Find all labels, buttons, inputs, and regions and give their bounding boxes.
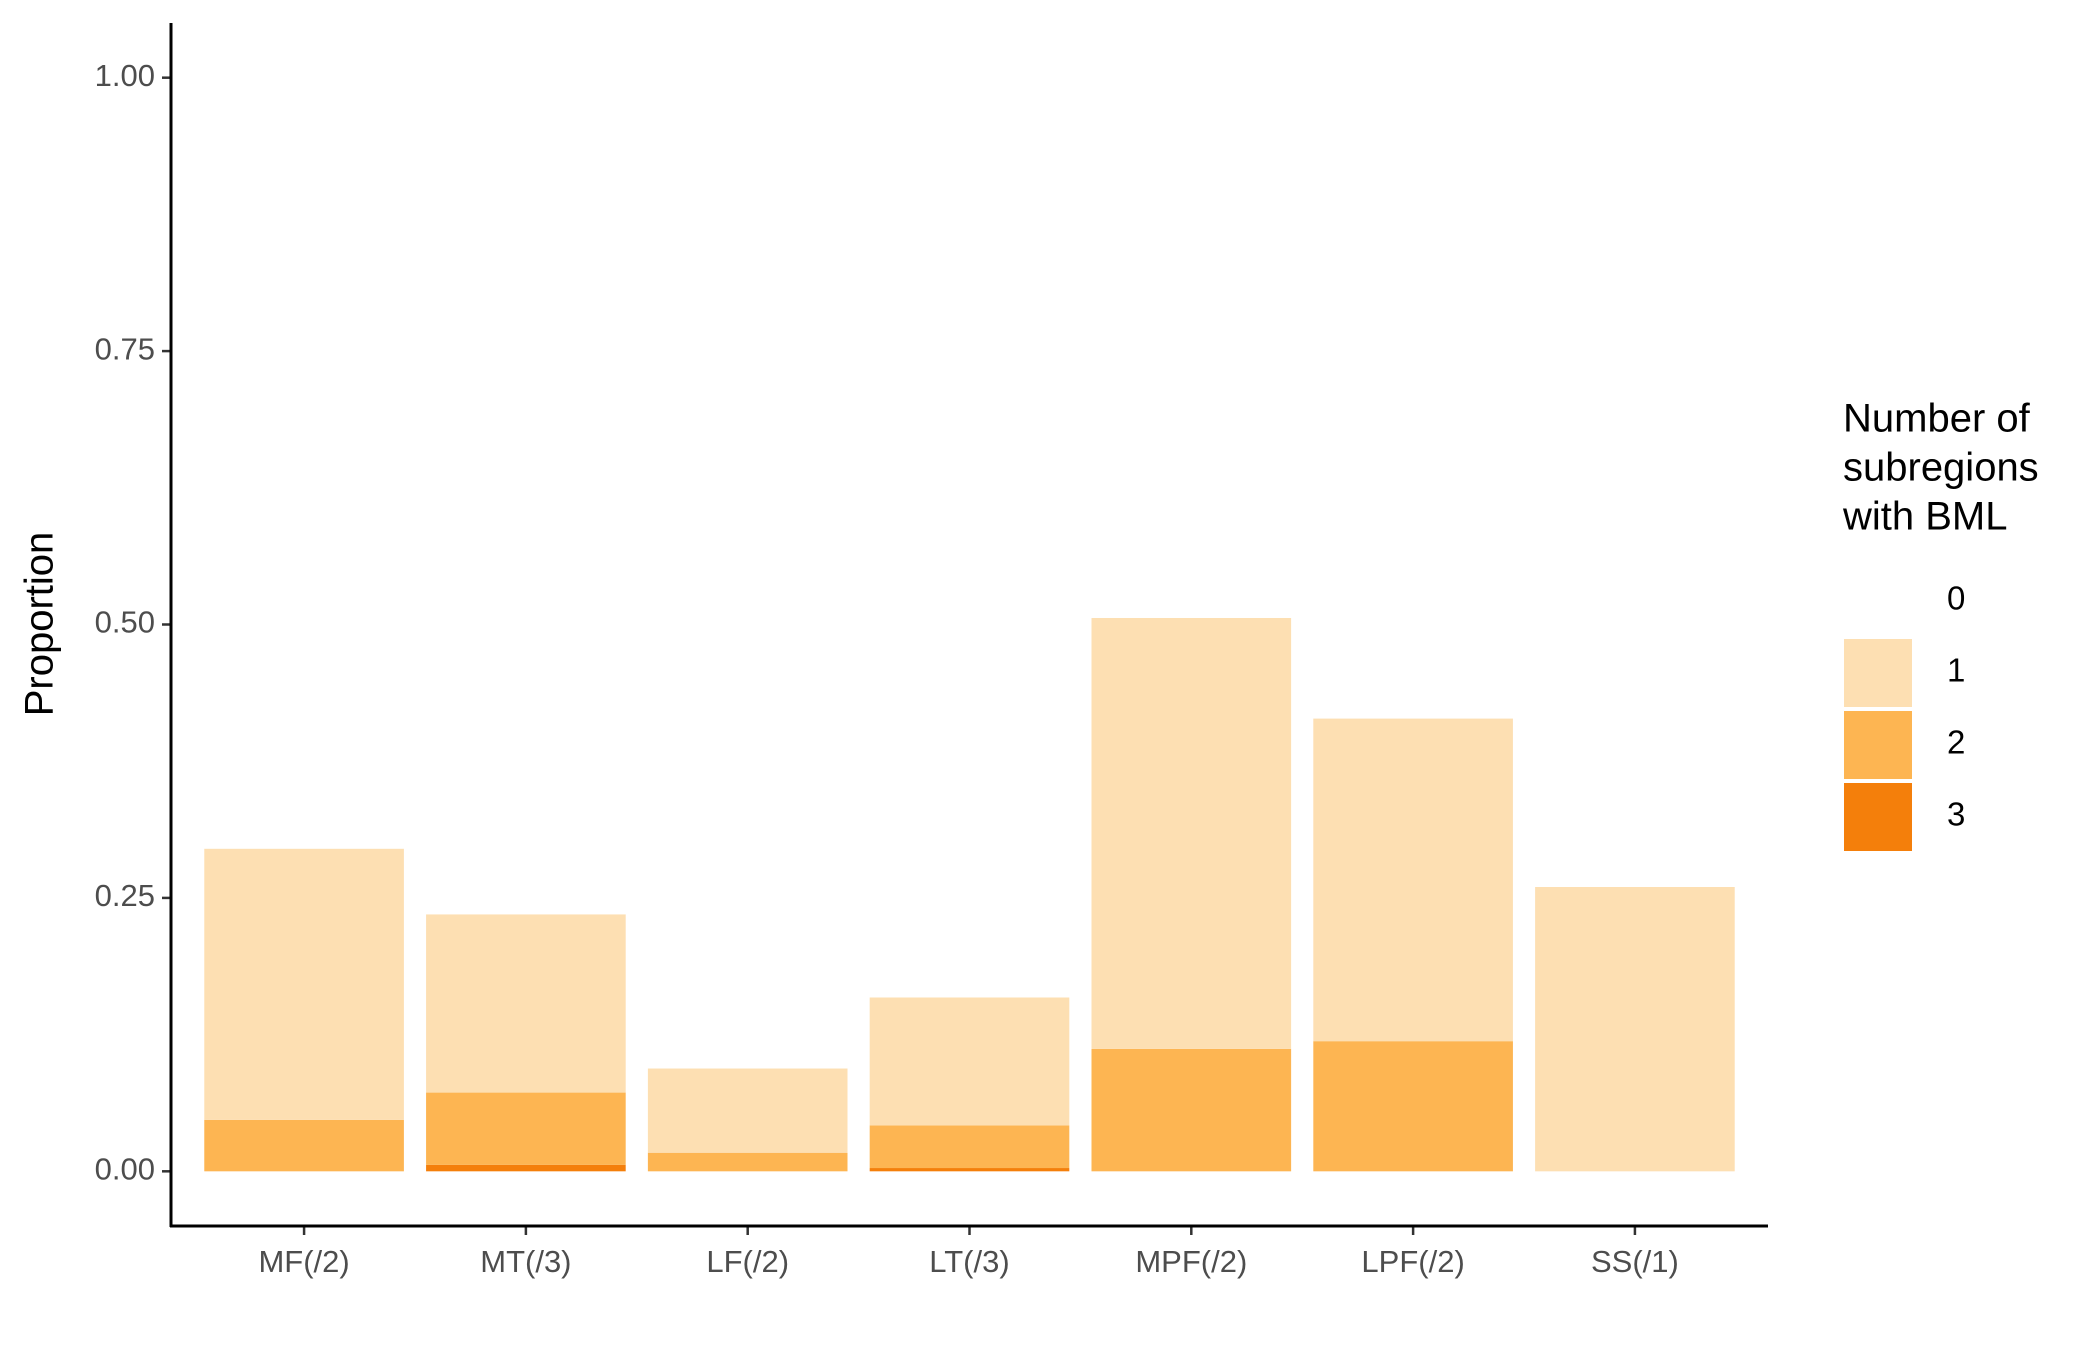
bar-segment	[1091, 617, 1292, 1049]
y-tick-label: 0.50	[95, 605, 155, 640]
legend-swatch	[1844, 567, 1912, 635]
legend-swatch	[1844, 783, 1912, 851]
y-tick-label: 0.75	[95, 331, 155, 366]
x-tick-label: LF(/2)	[706, 1244, 789, 1279]
legend-label: 3	[1947, 796, 1965, 833]
x-tick-label: SS(/1)	[1591, 1244, 1679, 1279]
bar-segment	[426, 77, 626, 915]
y-axis-title: Proportion	[18, 532, 62, 717]
bar-segment	[426, 914, 626, 1093]
legend-swatch	[1844, 639, 1912, 707]
bar-segment	[1091, 77, 1292, 618]
bar-segment	[1535, 886, 1735, 1172]
bar-segment	[204, 77, 404, 849]
x-tick-label: MPF(/2)	[1135, 1244, 1247, 1279]
bar-segment	[426, 1092, 626, 1165]
legend-label: 1	[1947, 652, 1965, 689]
x-tick-label: MT(/3)	[480, 1244, 571, 1279]
legend-title: with BML	[1842, 495, 2008, 539]
y-tick-label: 0.25	[95, 878, 155, 913]
bar-segment	[1313, 1041, 1513, 1172]
bar-segment	[204, 848, 404, 1120]
legend-label: 2	[1947, 724, 1965, 761]
x-tick-label: LPF(/2)	[1361, 1244, 1464, 1279]
bar-segment	[1313, 77, 1513, 719]
legend-title: Number of	[1843, 397, 2031, 441]
bar-segment	[869, 997, 1070, 1126]
bar-segment	[1313, 718, 1513, 1042]
legend-swatch	[1844, 711, 1912, 779]
bar-segment	[647, 1152, 848, 1172]
bar-segment	[869, 1125, 1070, 1169]
x-tick-label: LT(/3)	[929, 1244, 1009, 1279]
bar-segment	[869, 1168, 1070, 1172]
legend-label: 0	[1947, 580, 1965, 617]
bar-segment	[204, 1119, 404, 1172]
bar-segment	[1535, 77, 1735, 887]
bar-segment	[869, 77, 1070, 998]
bar-segment	[647, 1068, 848, 1153]
bar-segment	[1091, 1048, 1292, 1172]
bar-segment	[647, 77, 848, 1069]
x-tick-label: MF(/2)	[258, 1244, 349, 1279]
y-tick-label: 1.00	[95, 58, 155, 93]
y-tick-label: 0.00	[95, 1152, 155, 1187]
legend-title: subregions	[1843, 446, 2039, 490]
bar-segment	[426, 1164, 626, 1172]
